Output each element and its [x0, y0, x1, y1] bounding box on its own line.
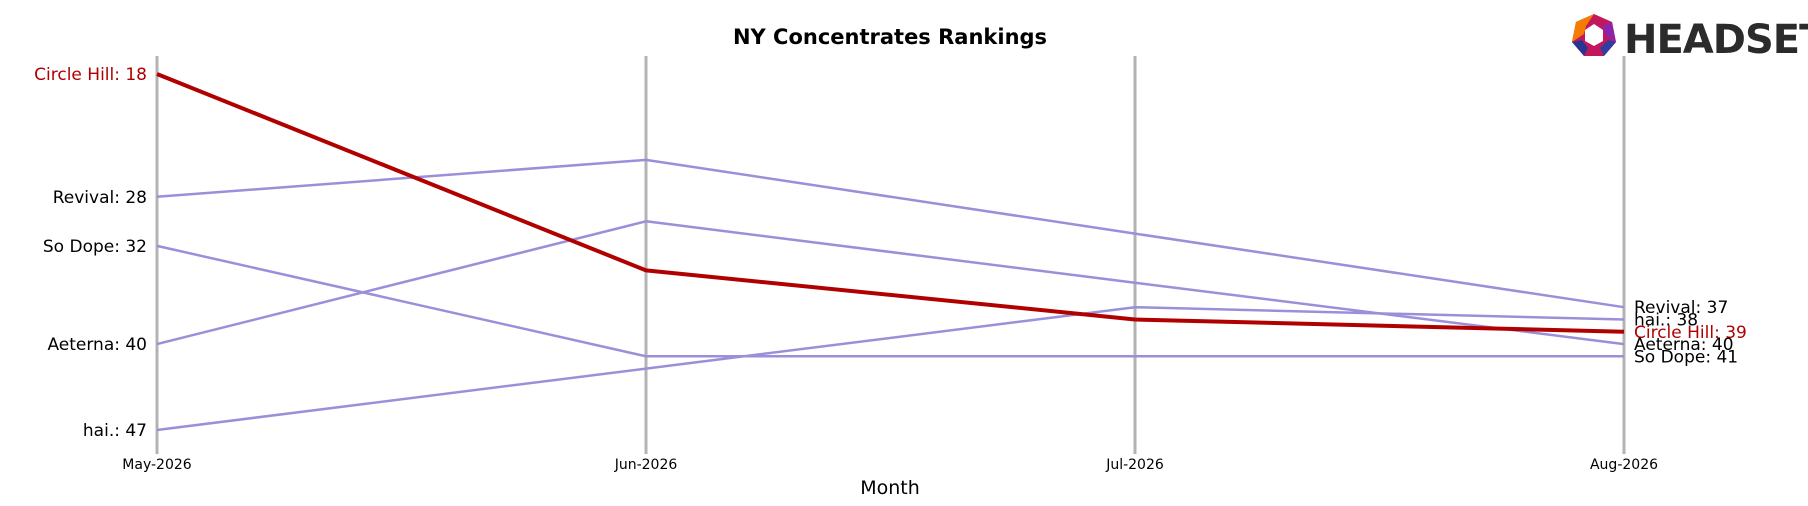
x-axis-label: Month: [860, 477, 920, 499]
series-line-revival: [156, 158, 1625, 309]
end-label: hai.: 38: [1634, 311, 1698, 331]
headset-logo: HEADSET: [1572, 14, 1808, 63]
month-gridlines: [155, 56, 1626, 454]
chart-title: NY Concentrates Rankings: [733, 25, 1047, 49]
start-label: Revival: 28: [53, 188, 147, 208]
x-tick-label: Jul-2026: [1105, 457, 1164, 473]
start-label: hai.: 47: [83, 421, 147, 441]
start-label: Circle Hill: 18: [34, 65, 147, 85]
x-tick-label: Aug-2026: [1590, 457, 1658, 473]
series-line-hai: [156, 305, 1625, 432]
start-label: So Dope: 32: [43, 237, 147, 257]
end-label: So Dope: 41: [1634, 347, 1738, 367]
end-label: Revival: 37: [1634, 298, 1728, 318]
start-labels: Circle Hill: 18 Revival: 28 So Dope: 32 Aet…: [34, 65, 147, 441]
end-label: Circle Hill: 39: [1634, 323, 1747, 343]
series-lines: [156, 72, 1625, 432]
start-label: Aeterna: 40: [47, 335, 147, 355]
headset-logo-text: HEADSET: [1624, 17, 1808, 63]
series-line-so-dope: [156, 244, 1624, 358]
x-tick-label: Jun-2026: [614, 457, 678, 473]
x-tick-labels: May-2026 Jun-2026 Jul-2026 Aug-2026: [122, 457, 1658, 473]
end-label: Aeterna: 40: [1634, 335, 1734, 355]
x-tick-label: May-2026: [122, 457, 191, 473]
headset-logo-mark: [1572, 14, 1616, 56]
series-line-circle-hill: [156, 72, 1625, 334]
